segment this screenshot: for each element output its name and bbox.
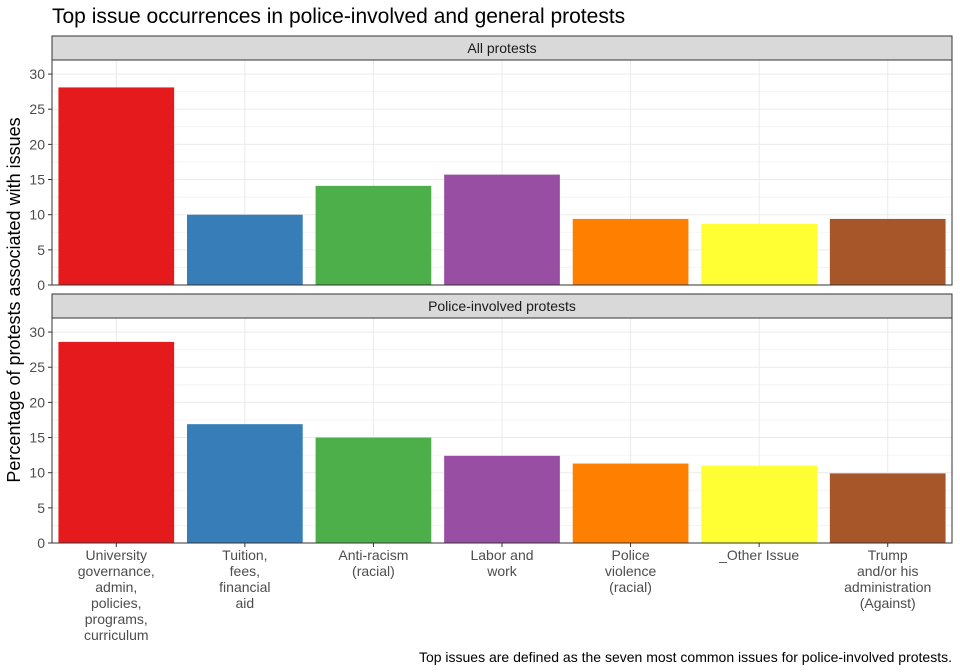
bar bbox=[187, 214, 303, 285]
bar bbox=[572, 218, 689, 285]
y-tick-label: 30 bbox=[29, 66, 45, 82]
bar bbox=[315, 185, 432, 285]
y-tick-label: 5 bbox=[37, 242, 45, 258]
x-tick-label: Labor and work bbox=[470, 547, 533, 579]
x-tick-label: University governance, admin, policies, prog… bbox=[78, 547, 155, 643]
y-tick-label: 0 bbox=[37, 277, 45, 293]
panel-border bbox=[51, 59, 953, 286]
y-tick-label: 25 bbox=[29, 359, 45, 375]
bar bbox=[187, 424, 303, 543]
y-tick-label: 5 bbox=[37, 500, 45, 516]
chart-caption: Top issues are defined as the seven most… bbox=[419, 649, 952, 665]
y-tick-label: 15 bbox=[29, 430, 45, 446]
y-tick-label: 15 bbox=[29, 172, 45, 188]
y-tick-label: 20 bbox=[29, 394, 45, 410]
bar bbox=[829, 218, 946, 285]
x-tick-label: Tuition, fees, financial aid bbox=[219, 547, 270, 611]
bar bbox=[444, 174, 560, 285]
panel-0: All protests 0 5 10 15 20 25 30 bbox=[29, 35, 953, 293]
y-tick-label: 10 bbox=[29, 465, 45, 481]
y-tick-label: 0 bbox=[37, 535, 45, 551]
panels: All protests051015202530Police-involved … bbox=[29, 35, 953, 551]
x-tick-label: Trump and/or his administration (Against) bbox=[844, 547, 931, 611]
bar bbox=[315, 437, 432, 543]
y-tick-label: 25 bbox=[29, 101, 45, 117]
x-tick-label: Police violence (racial) bbox=[605, 547, 657, 595]
bar bbox=[58, 341, 175, 543]
bar bbox=[829, 473, 946, 543]
y-tick-label: 10 bbox=[29, 207, 45, 223]
y-tick-label: 20 bbox=[29, 136, 45, 152]
bar bbox=[444, 455, 560, 543]
y-axis-title: Percentage of protests associated with i… bbox=[4, 117, 24, 482]
facet-strip bbox=[51, 35, 953, 61]
x-tick-label: Anti-racism (racial) bbox=[338, 547, 408, 579]
facet-strip bbox=[51, 293, 953, 319]
bar bbox=[572, 463, 689, 543]
y-tick-label: 30 bbox=[29, 324, 45, 340]
x-axis-tick-labels: University governance, admin, policies, prog… bbox=[78, 543, 931, 643]
bar bbox=[58, 87, 175, 285]
bar bbox=[701, 465, 817, 543]
panel-1: Police-involved protests 0 5 10 15 20 25 30 bbox=[29, 293, 953, 551]
chart-title: Top issue occurrences in police-involved… bbox=[52, 5, 625, 28]
x-tick-label: _Other Issue bbox=[718, 547, 799, 563]
bar bbox=[701, 223, 817, 285]
facet-strip-label: All protests bbox=[467, 40, 536, 56]
facet-strip-label: Police-involved protests bbox=[428, 298, 576, 314]
